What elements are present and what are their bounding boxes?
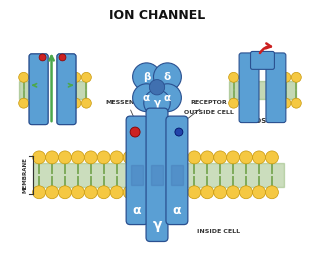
Circle shape — [201, 151, 214, 164]
Circle shape — [153, 84, 181, 112]
Circle shape — [240, 151, 253, 164]
Bar — [33, 163, 284, 187]
FancyBboxPatch shape — [146, 108, 168, 241]
Circle shape — [97, 151, 110, 164]
Text: OUTSIDE CELL: OUTSIDE CELL — [184, 110, 234, 115]
Text: OPEN: OPEN — [42, 118, 63, 124]
FancyBboxPatch shape — [250, 52, 274, 69]
Text: α: α — [133, 204, 141, 217]
Text: INSIDE CELL: INSIDE CELL — [197, 228, 240, 234]
Circle shape — [188, 186, 201, 199]
Circle shape — [81, 72, 91, 82]
Circle shape — [84, 151, 97, 164]
Circle shape — [239, 72, 249, 82]
Text: ION CHANNEL: ION CHANNEL — [109, 9, 205, 22]
Circle shape — [59, 54, 66, 61]
Circle shape — [271, 98, 280, 108]
FancyBboxPatch shape — [126, 116, 148, 225]
Text: γ: γ — [153, 98, 161, 108]
Circle shape — [144, 90, 170, 116]
Circle shape — [240, 186, 253, 199]
Circle shape — [84, 186, 97, 199]
Text: α: α — [143, 93, 150, 103]
Circle shape — [239, 98, 249, 108]
Circle shape — [60, 98, 71, 108]
Bar — [229, 81, 296, 99]
Circle shape — [227, 186, 240, 199]
Circle shape — [60, 72, 71, 82]
Circle shape — [97, 186, 110, 199]
Text: δ: δ — [164, 72, 171, 82]
Text: CLOSED: CLOSED — [247, 118, 278, 124]
Circle shape — [123, 151, 136, 164]
Circle shape — [133, 63, 160, 91]
Text: MESSENGER: MESSENGER — [106, 100, 149, 125]
Circle shape — [110, 186, 123, 199]
Circle shape — [72, 186, 84, 199]
Circle shape — [149, 80, 165, 95]
Circle shape — [214, 151, 227, 164]
Circle shape — [46, 186, 59, 199]
Text: α: α — [173, 204, 181, 217]
Bar — [19, 81, 86, 99]
Circle shape — [227, 151, 240, 164]
Text: γ: γ — [152, 218, 162, 232]
Circle shape — [29, 98, 39, 108]
FancyBboxPatch shape — [239, 53, 259, 123]
FancyBboxPatch shape — [29, 54, 48, 125]
Circle shape — [266, 186, 278, 199]
Circle shape — [33, 151, 46, 164]
Circle shape — [188, 151, 201, 164]
Circle shape — [81, 98, 91, 108]
Circle shape — [110, 151, 123, 164]
Circle shape — [281, 98, 291, 108]
Circle shape — [46, 151, 59, 164]
FancyBboxPatch shape — [166, 116, 188, 225]
FancyBboxPatch shape — [131, 165, 143, 185]
Text: MEMBRANE: MEMBRANE — [23, 157, 28, 193]
Circle shape — [59, 186, 72, 199]
Circle shape — [19, 72, 29, 82]
Circle shape — [133, 84, 160, 112]
Circle shape — [153, 63, 181, 91]
Circle shape — [266, 151, 278, 164]
Text: RECEPTOR: RECEPTOR — [179, 100, 227, 125]
Circle shape — [214, 186, 227, 199]
Text: TOP VIEW: TOP VIEW — [138, 118, 176, 124]
Circle shape — [229, 72, 238, 82]
Circle shape — [29, 72, 39, 82]
Circle shape — [253, 151, 266, 164]
Circle shape — [59, 151, 72, 164]
Circle shape — [271, 72, 280, 82]
Circle shape — [229, 98, 238, 108]
FancyBboxPatch shape — [266, 53, 286, 123]
Bar — [44, 55, 60, 123]
Circle shape — [33, 186, 46, 199]
Circle shape — [253, 186, 266, 199]
Circle shape — [291, 98, 301, 108]
Circle shape — [71, 98, 81, 108]
Text: β: β — [143, 72, 150, 82]
Circle shape — [123, 186, 136, 199]
Circle shape — [291, 72, 301, 82]
Circle shape — [71, 72, 81, 82]
Circle shape — [281, 72, 291, 82]
Circle shape — [175, 128, 183, 136]
FancyBboxPatch shape — [171, 165, 183, 185]
FancyBboxPatch shape — [151, 165, 163, 185]
Circle shape — [201, 186, 214, 199]
Text: α: α — [164, 93, 171, 103]
FancyBboxPatch shape — [29, 54, 48, 125]
Circle shape — [19, 98, 29, 108]
FancyBboxPatch shape — [57, 54, 76, 125]
Circle shape — [39, 54, 46, 61]
Circle shape — [72, 151, 84, 164]
FancyBboxPatch shape — [57, 54, 76, 125]
Circle shape — [130, 127, 140, 137]
